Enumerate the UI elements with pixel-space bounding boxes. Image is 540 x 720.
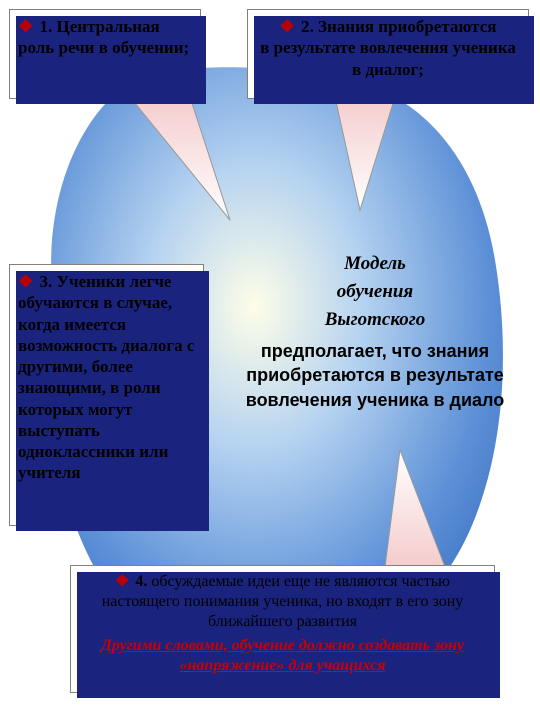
box4-emphasis: Другими словами, обучение должно создава…	[79, 636, 486, 676]
box4-body: обсуждаемые идеи еще не являются частью …	[102, 573, 464, 630]
callout-pointer-1	[120, 95, 240, 225]
item-number: 2.	[301, 17, 314, 36]
item-number: 4.	[135, 573, 147, 590]
box3-title: Ученики легче	[57, 272, 172, 291]
model-line2: обучения	[240, 281, 510, 303]
box1-body: роль речи в обучении;	[18, 37, 192, 58]
callout-pointer-4	[370, 445, 460, 570]
box1-title: Центральная	[57, 17, 160, 36]
item-number: 1.	[40, 17, 53, 36]
diamond-bullet-icon: ❖	[18, 17, 33, 36]
center-model-text: Модель обучения Выготского предполагает,…	[240, 253, 510, 412]
model-line1: Модель	[240, 253, 510, 275]
model-line3: Выготского	[240, 309, 510, 331]
callout-box-2: ❖ 2. Знания приобретаются в результате в…	[247, 9, 529, 99]
diamond-bullet-icon: ❖	[115, 573, 129, 590]
box2-body: в результате вовлечения ученика в диалог…	[256, 37, 520, 80]
diamond-bullet-icon: ❖	[18, 272, 33, 291]
model-statement: предполагает, что знания приобретаются в…	[240, 339, 510, 412]
diamond-bullet-icon: ❖	[280, 17, 295, 36]
callout-box-1: ❖ 1. Центральная роль речи в обучении;	[9, 9, 201, 99]
callout-box-3: ❖ 3. Ученики легче обучаются в случае, к…	[9, 264, 204, 526]
callout-box-4: ❖ 4. обсуждаемые идеи еще не являются ча…	[70, 565, 495, 693]
box2-title: Знания приобретаются	[318, 17, 496, 36]
callout-pointer-2	[320, 95, 410, 215]
item-number: 3.	[40, 272, 53, 291]
